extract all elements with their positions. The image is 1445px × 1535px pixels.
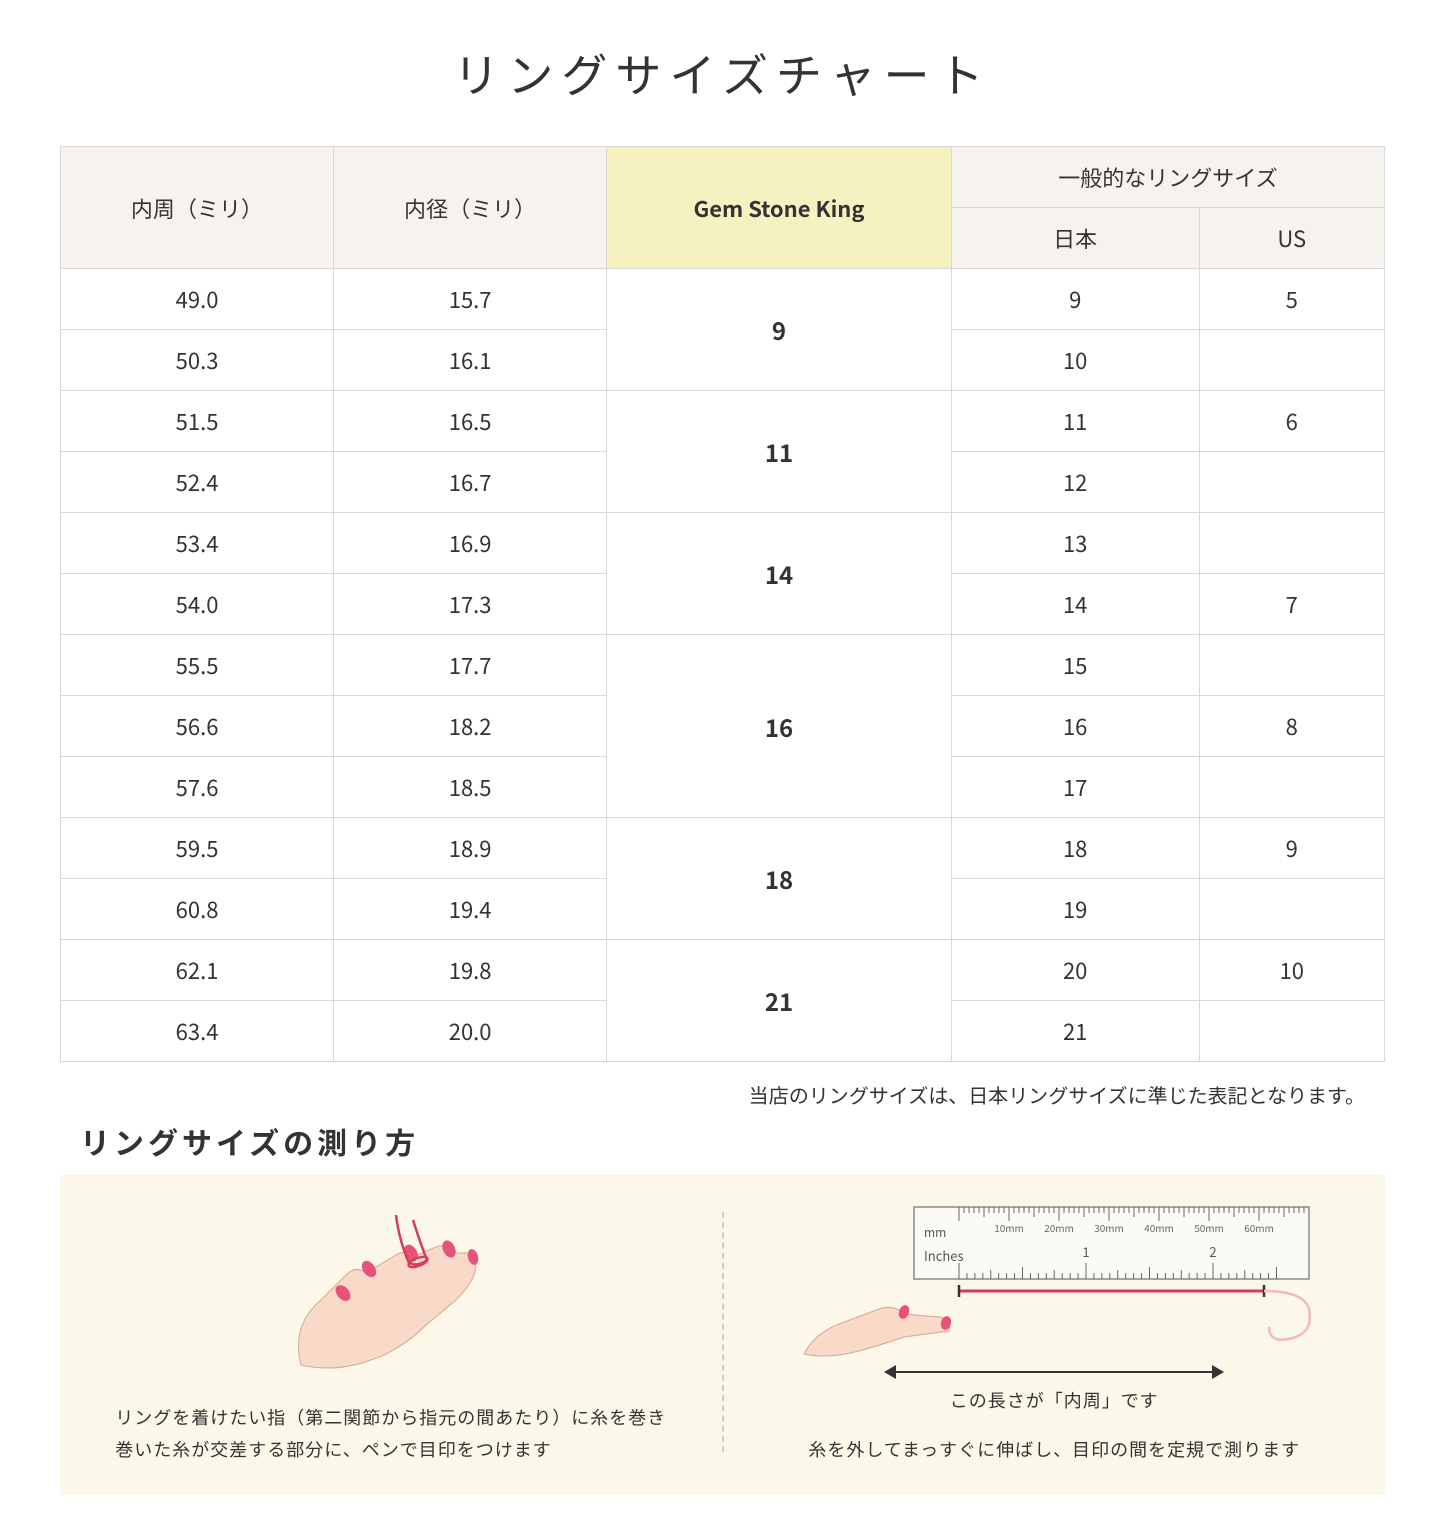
inches-label: Inches [924, 1246, 964, 1265]
cell-jp: 19 [951, 879, 1199, 940]
svg-text:60mm: 60mm [1244, 1220, 1274, 1235]
cell-diameter: 15.7 [334, 269, 607, 330]
cell-us: 8 [1199, 696, 1384, 757]
cell-us: 7 [1199, 574, 1384, 635]
cell-circumference: 51.5 [61, 391, 334, 452]
cell-diameter: 19.4 [334, 879, 607, 940]
cell-us: 6 [1199, 391, 1384, 452]
cell-diameter: 18.5 [334, 757, 607, 818]
cell-gsk: 9 [607, 269, 952, 391]
cell-jp: 18 [951, 818, 1199, 879]
table-row: 53.416.91413 [61, 513, 1385, 574]
cell-us: 9 [1199, 818, 1384, 879]
cell-gsk: 11 [607, 391, 952, 513]
table-row: 49.015.7995 [61, 269, 1385, 330]
th-general: 一般的なリングサイズ [951, 147, 1384, 208]
cell-us [1199, 513, 1384, 574]
svg-text:40mm: 40mm [1144, 1220, 1174, 1235]
page-title: リングサイズチャート [60, 40, 1385, 106]
svg-text:30mm: 30mm [1094, 1220, 1124, 1235]
cell-jp: 16 [951, 696, 1199, 757]
cell-jp: 20 [951, 940, 1199, 1001]
ruler-illustration: mm Inches 10mm 20mm 30mm 40mm 50mm 60mm 1 2 [794, 1199, 1314, 1359]
cell-jp: 10 [951, 330, 1199, 391]
cell-us: 5 [1199, 269, 1384, 330]
cell-jp: 11 [951, 391, 1199, 452]
cell-gsk: 21 [607, 940, 952, 1062]
howto-right-caption: 糸を外してまっすぐに伸ばし、目印の間を定規で測ります [808, 1433, 1300, 1465]
cell-diameter: 16.1 [334, 330, 607, 391]
th-circumference: 内周（ミリ） [61, 147, 334, 269]
cell-us [1199, 1001, 1384, 1062]
table-note: 当店のリングサイズは、日本リングサイズに準じた表記となります。 [60, 1080, 1385, 1109]
howto-panel: リングを着けたい指（第二関節から指元の間あたり）に糸を巻き巻いた糸が交差する部分… [60, 1175, 1385, 1495]
svg-text:50mm: 50mm [1194, 1220, 1224, 1235]
table-row: 51.516.511116 [61, 391, 1385, 452]
cell-us: 10 [1199, 940, 1384, 1001]
cell-us [1199, 330, 1384, 391]
svg-text:1: 1 [1083, 1242, 1090, 1261]
cell-circumference: 59.5 [61, 818, 334, 879]
cell-us [1199, 452, 1384, 513]
cell-circumference: 50.3 [61, 330, 334, 391]
cell-circumference: 54.0 [61, 574, 334, 635]
cell-circumference: 62.1 [61, 940, 334, 1001]
th-us: US [1199, 208, 1384, 269]
cell-us [1199, 757, 1384, 818]
cell-circumference: 52.4 [61, 452, 334, 513]
cell-diameter: 16.9 [334, 513, 607, 574]
cell-jp: 14 [951, 574, 1199, 635]
table-row: 62.119.8212010 [61, 940, 1385, 1001]
length-arrow [884, 1365, 1224, 1379]
howto-divider [722, 1212, 724, 1452]
size-table: 内周（ミリ） 内径（ミリ） Gem Stone King 一般的なリングサイズ … [60, 146, 1385, 1062]
table-row: 55.517.71615 [61, 635, 1385, 696]
cell-gsk: 14 [607, 513, 952, 635]
th-diameter: 内径（ミリ） [334, 147, 607, 269]
th-gsk: Gem Stone King [607, 147, 952, 269]
cell-diameter: 17.3 [334, 574, 607, 635]
cell-diameter: 18.9 [334, 818, 607, 879]
th-jp: 日本 [951, 208, 1199, 269]
cell-jp: 21 [951, 1001, 1199, 1062]
cell-gsk: 18 [607, 818, 952, 940]
cell-us [1199, 879, 1384, 940]
cell-circumference: 60.8 [61, 879, 334, 940]
svg-text:2: 2 [1210, 1242, 1217, 1261]
cell-jp: 12 [951, 452, 1199, 513]
cell-diameter: 16.5 [334, 391, 607, 452]
cell-circumference: 56.6 [61, 696, 334, 757]
cell-gsk: 16 [607, 635, 952, 818]
howto-right: mm Inches 10mm 20mm 30mm 40mm 50mm 60mm 1 2 [754, 1199, 1356, 1465]
cell-diameter: 19.8 [334, 940, 607, 1001]
cell-diameter: 17.7 [334, 635, 607, 696]
cell-jp: 15 [951, 635, 1199, 696]
cell-circumference: 49.0 [61, 269, 334, 330]
mm-label: mm [924, 1224, 946, 1241]
hand-wrap-illustration [251, 1205, 531, 1385]
cell-diameter: 18.2 [334, 696, 607, 757]
cell-circumference: 57.6 [61, 757, 334, 818]
cell-diameter: 20.0 [334, 1001, 607, 1062]
table-row: 59.518.918189 [61, 818, 1385, 879]
cell-jp: 17 [951, 757, 1199, 818]
cell-jp: 13 [951, 513, 1199, 574]
length-label: この長さが「内周」です [950, 1387, 1159, 1413]
cell-diameter: 16.7 [334, 452, 607, 513]
howto-left: リングを着けたい指（第二関節から指元の間あたり）に糸を巻き巻いた糸が交差する部分… [90, 1199, 692, 1465]
cell-us [1199, 635, 1384, 696]
cell-jp: 9 [951, 269, 1199, 330]
cell-circumference: 55.5 [61, 635, 334, 696]
svg-text:20mm: 20mm [1044, 1220, 1074, 1235]
howto-left-caption: リングを着けたい指（第二関節から指元の間あたり）に糸を巻き巻いた糸が交差する部分… [115, 1401, 666, 1466]
svg-text:10mm: 10mm [994, 1220, 1024, 1235]
cell-circumference: 53.4 [61, 513, 334, 574]
howto-title: リングサイズの測り方 [80, 1119, 1385, 1163]
cell-circumference: 63.4 [61, 1001, 334, 1062]
